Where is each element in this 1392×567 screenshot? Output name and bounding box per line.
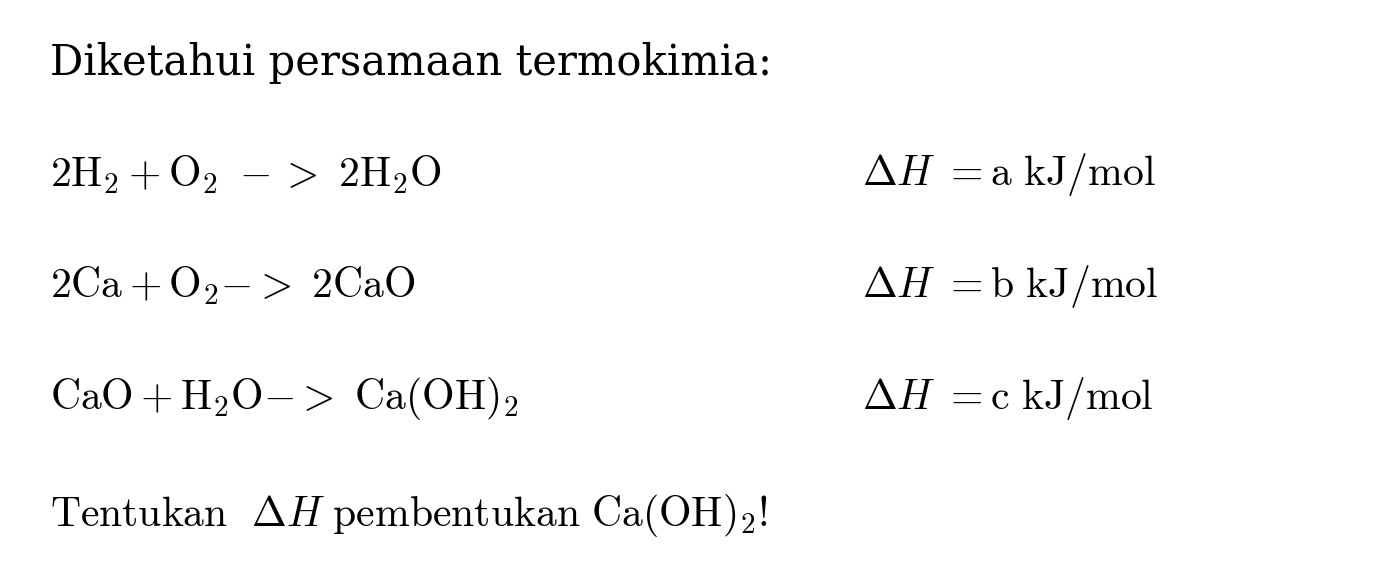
- Text: $\Delta H$$\rm\ =c\ kJ/mol$: $\Delta H$$\rm\ =c\ kJ/mol$: [862, 375, 1154, 421]
- Text: $\Delta H$$\rm\ =a\ kJ/mol$: $\Delta H$$\rm\ =a\ kJ/mol$: [862, 151, 1155, 198]
- Text: $\rm 2Ca+O_2{->}\ 2CaO$: $\rm 2Ca+O_2{->}\ 2CaO$: [50, 265, 416, 307]
- Text: Diketahui persamaan termokimia:: Diketahui persamaan termokimia:: [50, 42, 771, 84]
- Text: $\rm Tentukan\ \ $$\Delta H$$\rm\ pembentukan\ Ca(OH)_2!$: $\rm Tentukan\ \ $$\Delta H$$\rm\ pemben…: [50, 492, 767, 539]
- Text: $\Delta H$$\rm\ =b\ kJ/mol$: $\Delta H$$\rm\ =b\ kJ/mol$: [862, 263, 1158, 310]
- Text: $\rm CaO+H_2O{->}\ Ca(OH)_2$: $\rm CaO+H_2O{->}\ Ca(OH)_2$: [50, 375, 518, 421]
- Text: $\rm 2H_2+O_2\ ->\ 2H_2O$: $\rm 2H_2+O_2\ ->\ 2H_2O$: [50, 154, 441, 196]
